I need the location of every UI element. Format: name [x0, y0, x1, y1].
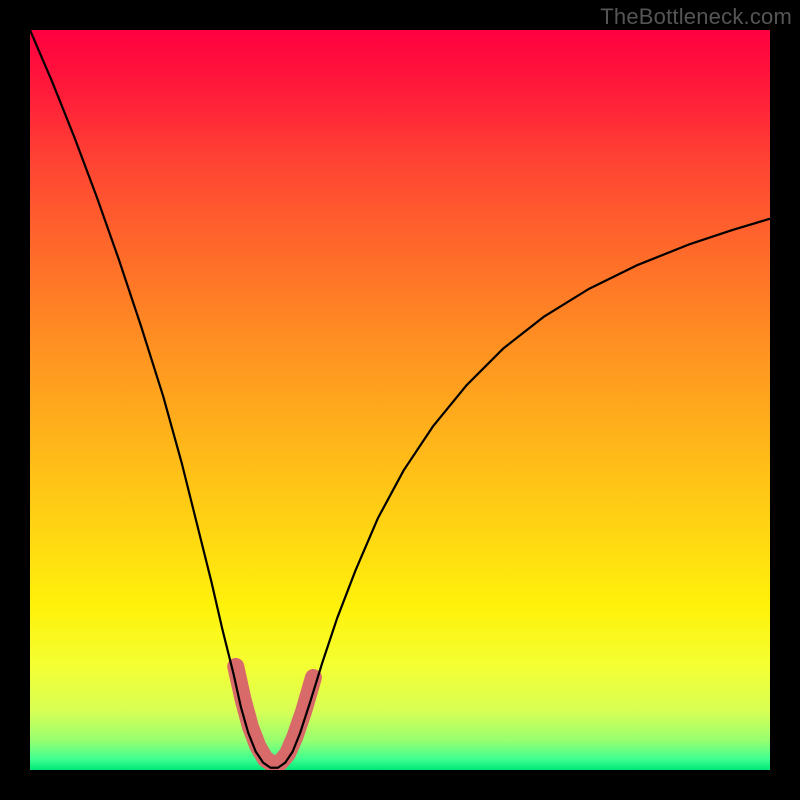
plot-area	[30, 30, 770, 770]
watermark-text: TheBottleneck.com	[600, 4, 792, 30]
plot-svg	[30, 30, 770, 770]
plot-background	[30, 30, 770, 770]
